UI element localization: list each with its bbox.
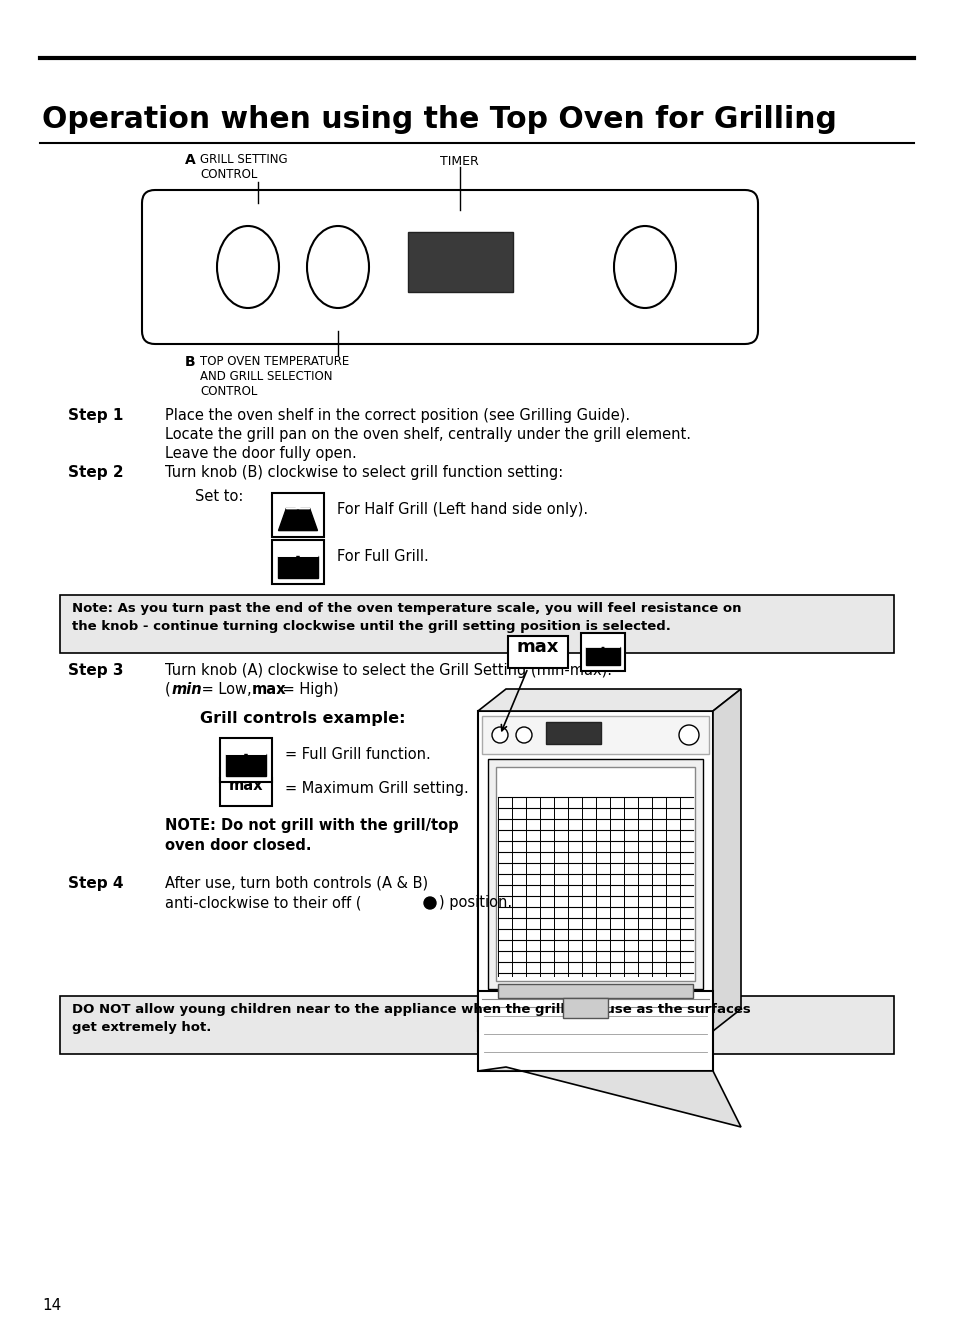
Polygon shape (226, 755, 266, 776)
Polygon shape (604, 636, 619, 647)
Bar (272, 540, 324, 584)
Text: DO NOT allow young children near to the appliance when the grill is in use as th: DO NOT allow young children near to the … (71, 1003, 750, 1015)
Text: Note: As you turn past the end of the oven temperature scale, you will feel resi: Note: As you turn past the end of the ov… (71, 603, 740, 615)
Bar (562, 998, 607, 1018)
Text: Turn knob (B) clockwise to select grill function setting:: Turn knob (B) clockwise to select grill … (165, 465, 562, 480)
Text: Leave the door fully open.: Leave the door fully open. (165, 446, 356, 461)
Bar (545, 721, 600, 744)
Text: For Full Grill.: For Full Grill. (336, 549, 428, 564)
Text: get extremely hot.: get extremely hot. (71, 1021, 212, 1034)
Polygon shape (226, 741, 244, 755)
Text: max: max (517, 639, 558, 656)
Text: Locate the grill pan on the oven shelf, centrally under the grill element.: Locate the grill pan on the oven shelf, … (165, 428, 690, 442)
Ellipse shape (516, 727, 532, 743)
Bar (272, 493, 324, 537)
Text: Step 3: Step 3 (68, 663, 123, 677)
Circle shape (423, 896, 436, 908)
Polygon shape (585, 647, 619, 665)
Bar (488, 759, 702, 989)
Ellipse shape (307, 226, 369, 309)
Polygon shape (477, 689, 740, 711)
Bar (580, 633, 624, 671)
Text: AND GRILL SELECTION: AND GRILL SELECTION (200, 370, 333, 383)
Text: oven door closed.: oven door closed. (165, 838, 312, 852)
Text: Grill controls example:: Grill controls example: (200, 711, 405, 725)
Text: A: A (185, 154, 195, 167)
Text: ) position.: ) position. (438, 895, 512, 910)
Text: max: max (229, 778, 263, 794)
Polygon shape (299, 544, 318, 556)
Text: (: ( (165, 681, 171, 697)
Text: Step 4: Step 4 (68, 876, 123, 891)
Polygon shape (286, 497, 310, 509)
Text: NOTE: Do not grill with the grill/top: NOTE: Do not grill with the grill/top (165, 818, 458, 834)
Ellipse shape (614, 226, 676, 309)
Bar (60, 595, 893, 653)
Polygon shape (248, 741, 266, 755)
Text: For Half Grill (Left hand side only).: For Half Grill (Left hand side only). (336, 502, 587, 517)
Polygon shape (585, 636, 600, 647)
Bar (496, 767, 695, 981)
Bar (220, 737, 272, 782)
Polygon shape (712, 689, 740, 1031)
Text: the knob - continue turning clockwise until the grill setting position is select: the knob - continue turning clockwise un… (71, 620, 670, 633)
Bar (497, 985, 692, 998)
Polygon shape (277, 556, 318, 577)
Text: Step 1: Step 1 (68, 407, 123, 424)
Text: = Full Grill function.: = Full Grill function. (285, 747, 431, 762)
Text: = High): = High) (277, 681, 338, 697)
Text: Operation when using the Top Oven for Grilling: Operation when using the Top Oven for Gr… (42, 106, 836, 134)
Text: CONTROL: CONTROL (200, 385, 257, 398)
Text: max: max (252, 681, 286, 697)
Bar (220, 778, 272, 806)
Ellipse shape (216, 226, 278, 309)
FancyBboxPatch shape (142, 190, 758, 343)
Bar (481, 716, 708, 754)
Text: = Maximum Grill setting.: = Maximum Grill setting. (285, 782, 468, 796)
Bar (408, 232, 513, 293)
Polygon shape (278, 509, 317, 530)
Text: TIMER: TIMER (439, 155, 478, 168)
Text: TOP OVEN TEMPERATURE: TOP OVEN TEMPERATURE (200, 355, 349, 367)
Text: min: min (172, 681, 202, 697)
Bar (477, 711, 712, 1031)
Text: Step 2: Step 2 (68, 465, 124, 480)
Text: Set to:: Set to: (194, 489, 243, 504)
Text: After use, turn both controls (A & B): After use, turn both controls (A & B) (165, 876, 428, 891)
Text: GRILL SETTING: GRILL SETTING (200, 154, 287, 166)
Bar (477, 991, 712, 1071)
Polygon shape (277, 544, 295, 556)
Text: Turn knob (A) clockwise to select the Grill Setting (min-max).: Turn knob (A) clockwise to select the Gr… (165, 663, 612, 677)
Ellipse shape (679, 725, 699, 745)
Text: 14: 14 (42, 1299, 61, 1313)
Text: B: B (185, 355, 195, 369)
Bar (507, 636, 567, 668)
Text: CONTROL: CONTROL (200, 168, 257, 180)
Text: anti-clockwise to their off (: anti-clockwise to their off ( (165, 895, 361, 910)
Text: Place the oven shelf in the correct position (see Grilling Guide).: Place the oven shelf in the correct posi… (165, 407, 630, 424)
Text: = Low,: = Low, (196, 681, 260, 697)
Polygon shape (477, 1067, 740, 1128)
Bar (60, 997, 893, 1054)
Ellipse shape (492, 727, 507, 743)
